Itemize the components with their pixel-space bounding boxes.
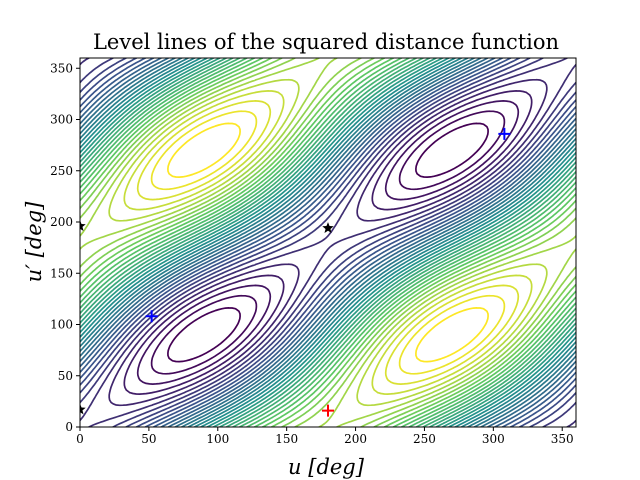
y-tick-label: 0 [65,420,73,434]
minimum-marker [498,127,511,140]
y-axis-ticks: 0 50 100 150 200 250 300 350 [50,61,80,434]
contour-lines [80,58,576,427]
contour-level-line [80,58,576,427]
x-axis-label: u [deg] [288,455,365,479]
saddle-marker [80,220,86,231]
contour-level-line [80,58,576,427]
y-tick-label: 350 [50,61,73,75]
plot-frame [79,57,577,428]
contour-level-line [80,58,576,427]
contour-level-line [136,100,520,385]
contour-level-line [80,58,576,427]
contour-level-line [80,58,576,427]
contour-level-line [167,122,489,363]
y-tick-label: 50 [58,369,73,383]
x-tick-label: 0 [76,432,84,446]
x-tick-label: 300 [482,432,505,446]
contour-level-line [80,58,576,427]
x-tick-label: 200 [344,432,367,446]
contour-level-line [80,58,576,427]
contour-level-line [167,122,489,363]
contour-level-line [80,58,576,427]
contour-level-line [80,58,576,427]
y-tick-label: 100 [50,318,73,332]
critical-point-markers [80,127,511,417]
y-tick-label: 250 [50,164,73,178]
contour-level-line [108,78,548,407]
contour-level-line [136,100,520,385]
contour-level-line [108,78,548,407]
chart-title: Level lines of the squared distance func… [93,30,559,54]
maximum-marker [322,404,334,417]
contour-level-line [150,110,506,375]
y-axis-label: u′ [deg] [22,201,46,282]
contour-level-line [150,110,506,375]
y-tick-label: 200 [50,215,73,229]
contour-level-line [123,90,533,395]
contour-level-line [80,58,576,427]
x-axis-ticks: 0 50 100 150 200 250 300 350 [76,427,574,446]
contour-level-line [123,90,533,395]
x-tick-label: 50 [141,432,156,446]
x-tick-label: 350 [551,432,574,446]
y-tick-label: 150 [50,266,73,280]
saddle-marker [322,222,334,233]
saddle-marker [80,403,86,415]
x-tick-label: 150 [275,432,298,446]
minimum-marker [145,310,158,323]
contour-level-line [80,58,576,427]
x-tick-label: 100 [206,432,229,446]
contour-level-line [80,58,576,427]
contour-level-line [80,58,576,427]
y-tick-label: 300 [50,113,73,127]
x-tick-label: 250 [413,432,436,446]
